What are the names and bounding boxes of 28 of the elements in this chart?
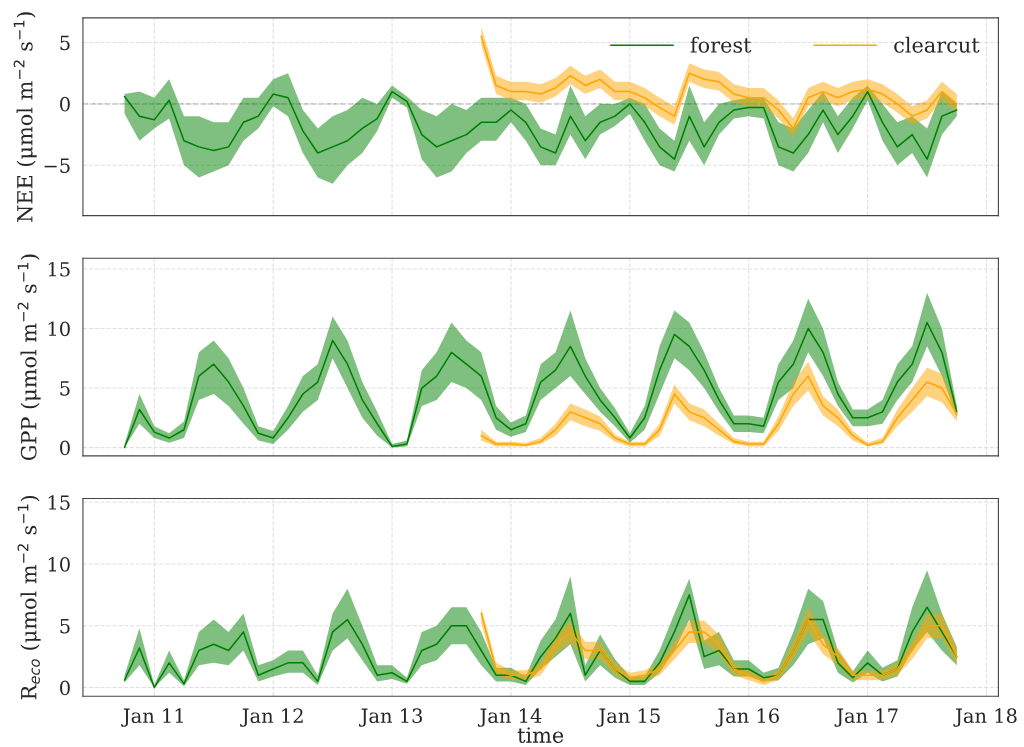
x-tick-label: Jan 16: [715, 708, 779, 727]
x-tick-label: Jan 18: [953, 708, 1017, 727]
y-axis-title: R$_{eco}$ (μmol m$^{−2}$ s$^{−1}$): [17, 496, 41, 700]
y-tick-label: 0: [60, 96, 70, 112]
x-tick-label: Jan 13: [359, 708, 423, 727]
y-tick-label: 5: [60, 618, 70, 634]
line-series: [480, 375, 958, 446]
x-tick-label: Jan 11: [121, 708, 183, 727]
legend-label: forest: [690, 36, 752, 53]
x-tick-label: Jan 15: [596, 708, 660, 727]
x-tick-label: Jan 14: [477, 708, 542, 727]
y-tick-label: 15: [48, 261, 70, 277]
y-tick-label: 10: [48, 321, 70, 337]
y-tick-label: 10: [48, 556, 70, 572]
x-tick-label: Jan 17: [834, 708, 898, 727]
y-tick-label: 5: [60, 35, 70, 51]
y-tick-label: 0: [60, 680, 70, 696]
y-axis-title: GPP (μmol m$^{−2}$ s$^{−1}$): [17, 254, 41, 461]
y-tick-label: 15: [48, 495, 70, 510]
y-axis-title: NEE (μmol m$^{−2}$ s$^{−1}$): [13, 12, 37, 222]
line-series: [123, 90, 958, 160]
legend-label: clearcut: [894, 36, 980, 53]
x-tick-label: Jan 12: [240, 708, 303, 727]
y-tick-label: −5: [44, 158, 70, 173]
line-series: [123, 321, 958, 449]
y-tick-label: 5: [60, 381, 70, 396]
x-axis-title: time: [517, 727, 564, 743]
y-tick-label: 0: [60, 440, 70, 456]
